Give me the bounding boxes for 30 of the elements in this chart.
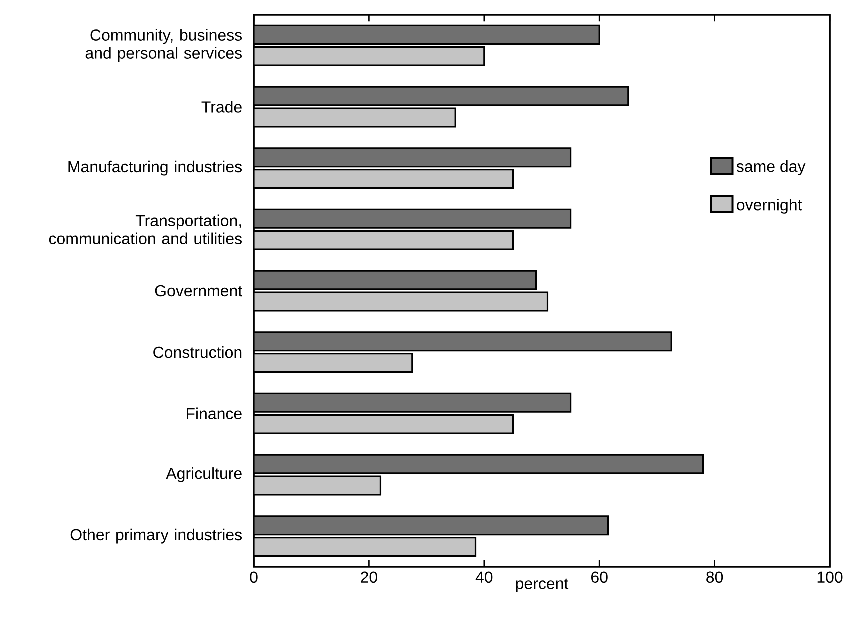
bar bbox=[254, 392, 572, 413]
x-tick-label: 80 bbox=[706, 572, 724, 584]
bar bbox=[254, 353, 414, 374]
legend-label: same day bbox=[736, 160, 806, 176]
bar bbox=[254, 208, 572, 229]
y-tick-label: Trade bbox=[202, 101, 242, 113]
x-tick-label: 0 bbox=[250, 572, 258, 584]
x-tick-label: 40 bbox=[476, 572, 493, 584]
x-tick-label: 20 bbox=[361, 572, 378, 584]
y-tick-label: Construction bbox=[154, 346, 242, 358]
x-tick-label: 100 bbox=[818, 572, 843, 584]
y-tick-label: Other primary industries bbox=[70, 528, 242, 544]
bar bbox=[254, 230, 514, 250]
y-tick-label: Finance bbox=[187, 408, 242, 420]
x-axis-title: percent bbox=[516, 578, 569, 593]
y-tick-label: Community, business and personal services bbox=[86, 29, 242, 62]
y-tick-label: Agriculture bbox=[166, 468, 242, 482]
legend-label: overnight bbox=[737, 199, 802, 214]
x-tick-label: 60 bbox=[592, 572, 608, 584]
y-tick-label: Manufacturing industries bbox=[68, 160, 242, 176]
y-tick-label: Government bbox=[155, 285, 242, 297]
bar bbox=[254, 516, 610, 536]
y-tick-label: Transportation, communication and utilities bbox=[49, 214, 242, 245]
bar bbox=[254, 46, 486, 66]
bar bbox=[254, 537, 477, 558]
bar bbox=[254, 24, 600, 45]
bar bbox=[254, 414, 514, 434]
bar bbox=[254, 148, 572, 168]
bar bbox=[254, 332, 672, 352]
bar bbox=[254, 169, 514, 190]
